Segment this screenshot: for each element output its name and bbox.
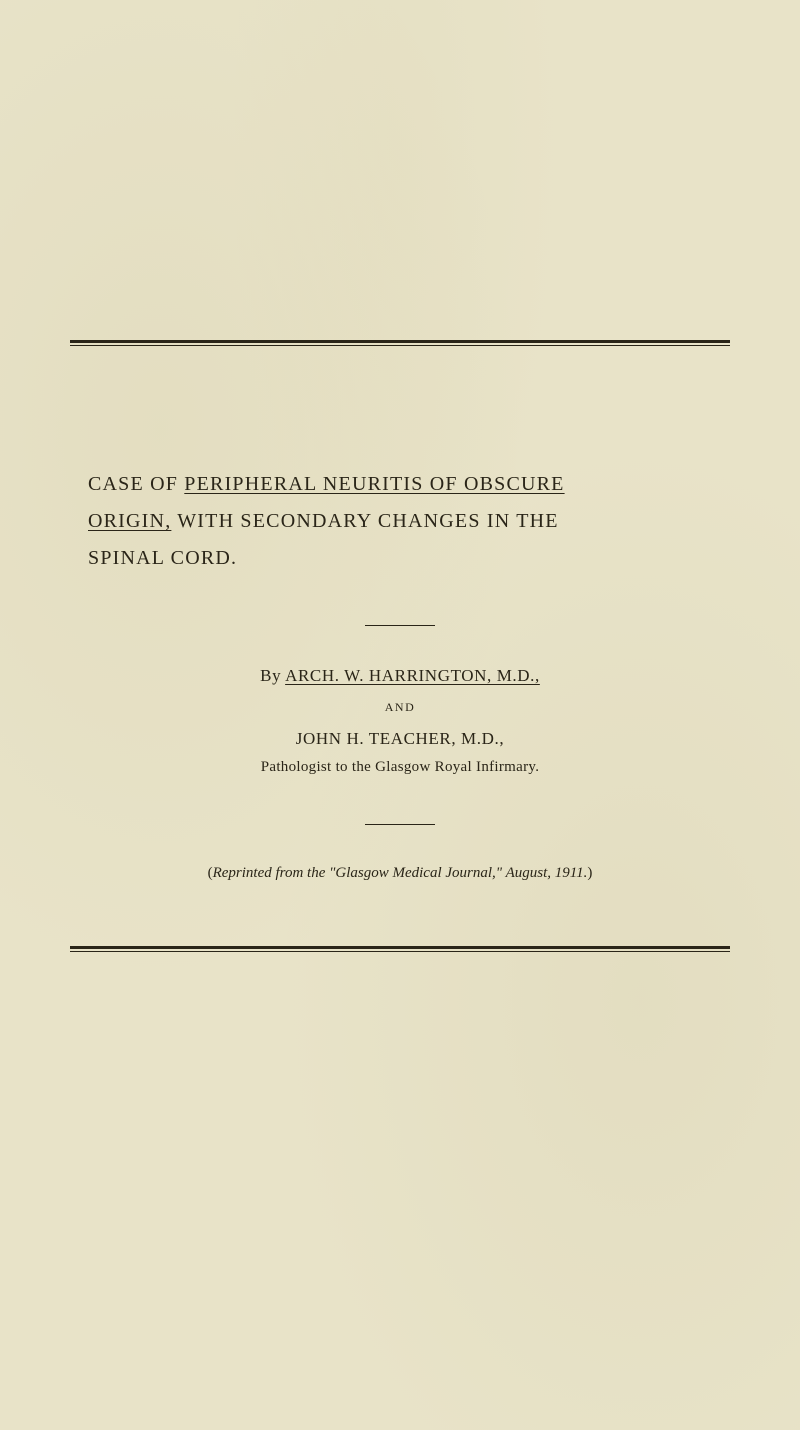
- title-line-2: ORIGIN, WITH SECONDARY CHANGES IN THE: [88, 503, 712, 540]
- title-rest-2: WITH SECONDARY CHANGES IN THE: [171, 510, 558, 532]
- and-label: AND: [70, 700, 730, 715]
- title-line-1: CASE OF PERIPHERAL NEURITIS OF OBSCURE: [88, 466, 712, 503]
- by-label: By: [260, 666, 285, 685]
- title-underlined-2: ORIGIN,: [88, 510, 171, 532]
- reprint-text: Reprinted from the "Glasgow Medical Jour…: [213, 865, 588, 881]
- byline-block: By ARCH. W. HARRINGTON, M.D., AND JOHN H…: [70, 666, 730, 776]
- title-line-3: SPINAL CORD.: [88, 540, 712, 577]
- title-block: CASE OF PERIPHERAL NEURITIS OF OBSCURE O…: [70, 466, 730, 577]
- title-underlined-1: PERIPHERAL NEURITIS OF OBSCURE: [184, 473, 564, 495]
- reprint-note: (Reprinted from the "Glasgow Medical Jou…: [70, 865, 730, 882]
- author2-name: JOHN H. TEACHER, M.D.,: [70, 729, 730, 749]
- separator-rule-1: [365, 625, 435, 626]
- separator-rule-2: [365, 824, 435, 825]
- reprint-close-paren: ): [587, 865, 592, 881]
- bottom-double-rule: [70, 946, 730, 952]
- author-role: Pathologist to the Glasgow Royal Infirma…: [70, 759, 730, 776]
- document-page: CASE OF PERIPHERAL NEURITIS OF OBSCURE O…: [0, 0, 800, 1430]
- content-wrap: CASE OF PERIPHERAL NEURITIS OF OBSCURE O…: [70, 340, 730, 952]
- author1-name: ARCH. W. HARRINGTON, M.D.,: [285, 666, 540, 685]
- title-prefix: CASE OF: [88, 473, 184, 495]
- top-double-rule: [70, 340, 730, 346]
- byline-author-1: By ARCH. W. HARRINGTON, M.D.,: [70, 666, 730, 686]
